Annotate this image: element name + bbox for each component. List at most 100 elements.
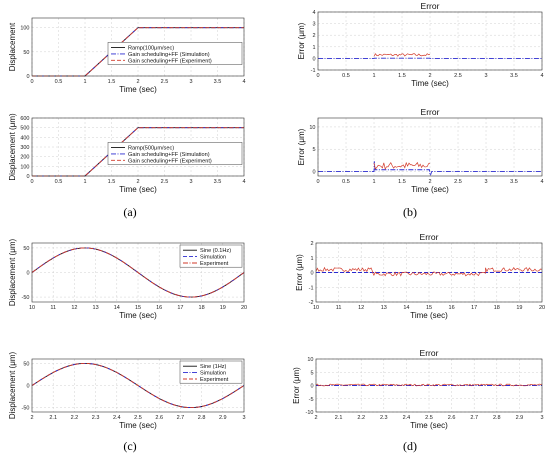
x-tick-label: 20 [539, 305, 545, 311]
y-axis-label: Error (μm) [297, 22, 306, 59]
x-tick-label: 2.5 [134, 415, 142, 421]
axes-frame [317, 117, 543, 177]
x-tick-label: 2 [136, 79, 139, 85]
x-tick-label: 0.5 [55, 79, 63, 85]
y-tick-label: 2 [312, 33, 315, 39]
x-tick-label: 4 [540, 73, 543, 79]
y-tick-label: 200 [20, 155, 29, 161]
x-tick-label: 1.5 [398, 73, 406, 79]
panel-b-error: 0 0.5 1 1.5 2 2.5 3 3.5 4 0 5 10 Error Time (sec) Erro… [297, 107, 544, 194]
legend-entry: Ramp(100μm/sec) [128, 46, 174, 52]
y-tick-label: -1 [309, 285, 314, 291]
x-tick-label: 3 [540, 415, 543, 421]
panel-d-displacement: 2 2.1 2.2 2.3 2.4 2.5 2.6 2.7 2.8 2.9 3 -50 0 50 Time … [8, 352, 246, 430]
panel-a-displacement: 0 0.5 1 1.5 2 2.5 3 3.5 4 0 50 100 Time (sec) Displac… [8, 17, 246, 94]
y-tick-label: 0 [26, 271, 29, 277]
x-tick-label: 1.5 [108, 179, 116, 185]
x-tick-label: 1 [83, 79, 86, 85]
x-tick-label: 1.5 [398, 179, 406, 185]
x-tick-label: 15 [426, 305, 432, 311]
x-tick-label: 0.5 [342, 73, 350, 79]
legend-box [107, 42, 243, 65]
x-tick-label: 16 [449, 305, 455, 311]
x-tick-label: 2.9 [219, 415, 227, 421]
x-tick-label: 2.6 [448, 415, 456, 421]
series-experiment [373, 53, 431, 57]
x-tick-label: 2.2 [71, 415, 79, 421]
y-tick-label: 0 [312, 170, 315, 176]
x-tick-label: 19 [516, 305, 522, 311]
x-tick-label: 4 [242, 179, 245, 185]
y-tick-label: 10 [309, 125, 315, 131]
x-tick-label: 2.6 [155, 415, 163, 421]
y-tick-label: 1 [312, 45, 315, 51]
series-simulation [318, 161, 542, 176]
y-tick-label: -2 [309, 300, 314, 306]
series-experiment [31, 362, 245, 409]
caption-b: (b) [403, 205, 417, 219]
axes-frame [315, 358, 543, 413]
legend-entry: Gain scheduling+FF (Simulation) [128, 52, 210, 58]
x-tick-label: 2.5 [454, 73, 462, 79]
x-tick-label: 11 [50, 305, 56, 311]
x-tick-label: 4 [242, 79, 245, 85]
legend-entry: Gain scheduling+FF (Simulation) [128, 152, 210, 158]
x-tick-label: 2.8 [198, 415, 206, 421]
x-tick-label: 0 [316, 179, 319, 185]
x-tick-label: 3 [189, 179, 192, 185]
y-tick-label: 50 [23, 361, 29, 367]
x-tick-label: 4 [540, 179, 543, 185]
legend-entry: Sine (1Hz) [200, 364, 227, 370]
x-axis-label: Time (sec) [411, 185, 449, 194]
y-tick-label: 2 [310, 241, 313, 247]
panel-title: Error [421, 1, 440, 11]
x-axis-label: Time (sec) [119, 85, 157, 94]
y-axis-label: Displacement (μm) [8, 113, 17, 181]
y-tick-label: 3 [312, 22, 315, 28]
legend-box [107, 142, 243, 165]
y-tick-label: 400 [20, 135, 29, 141]
caption-a: (a) [123, 205, 136, 219]
x-tick-label: 2.9 [516, 415, 524, 421]
series-experiment [315, 383, 543, 387]
legend-entry: Sine (0.1Hz) [200, 248, 231, 254]
panel-d-error: 2 2.1 2.2 2.3 2.4 2.5 2.6 2.7 2.8 2.9 3 -10 -5 0 5 10 Er… [292, 348, 544, 430]
x-tick-label: 2.1 [335, 415, 343, 421]
x-tick-label: 2.3 [380, 415, 388, 421]
x-tick-label: 2.1 [49, 415, 57, 421]
axes-frame [315, 242, 543, 303]
x-tick-label: 2 [428, 179, 431, 185]
x-tick-label: 3.5 [510, 179, 518, 185]
x-tick-label: 3.5 [510, 73, 518, 79]
legend-entry: Simulation [200, 371, 226, 377]
x-tick-label: 0 [30, 179, 33, 185]
x-tick-label: 3.5 [214, 79, 222, 85]
y-tick-label: 500 [20, 126, 29, 132]
x-tick-label: 20 [241, 305, 247, 311]
x-tick-label: 10 [29, 305, 35, 311]
panel-title: Error [421, 107, 440, 117]
panel-title: Error [420, 348, 439, 358]
y-axis-label: Displacement (μm) [8, 352, 17, 420]
legend-entry: Ramp(500μm/sec) [128, 146, 174, 152]
x-tick-label: 17 [471, 305, 477, 311]
x-tick-label: 11 [336, 305, 342, 311]
x-axis-label: Time (sec) [119, 185, 157, 194]
y-tick-label: -50 [22, 406, 30, 412]
series-experiment [31, 247, 245, 298]
y-tick-label: 50 [23, 50, 29, 56]
x-tick-label: 2.4 [113, 415, 121, 421]
y-tick-label: -50 [22, 295, 30, 301]
x-tick-label: 2.3 [92, 415, 100, 421]
x-tick-label: 2.5 [161, 179, 169, 185]
x-tick-label: 0.5 [342, 179, 350, 185]
legend-entry: Experiment [200, 377, 229, 383]
y-tick-label: 0 [26, 384, 29, 390]
x-tick-label: 2.5 [454, 179, 462, 185]
y-tick-label: 4 [312, 10, 315, 16]
y-axis-label: Displacement [8, 22, 17, 71]
y-tick-label: -10 [306, 410, 314, 416]
